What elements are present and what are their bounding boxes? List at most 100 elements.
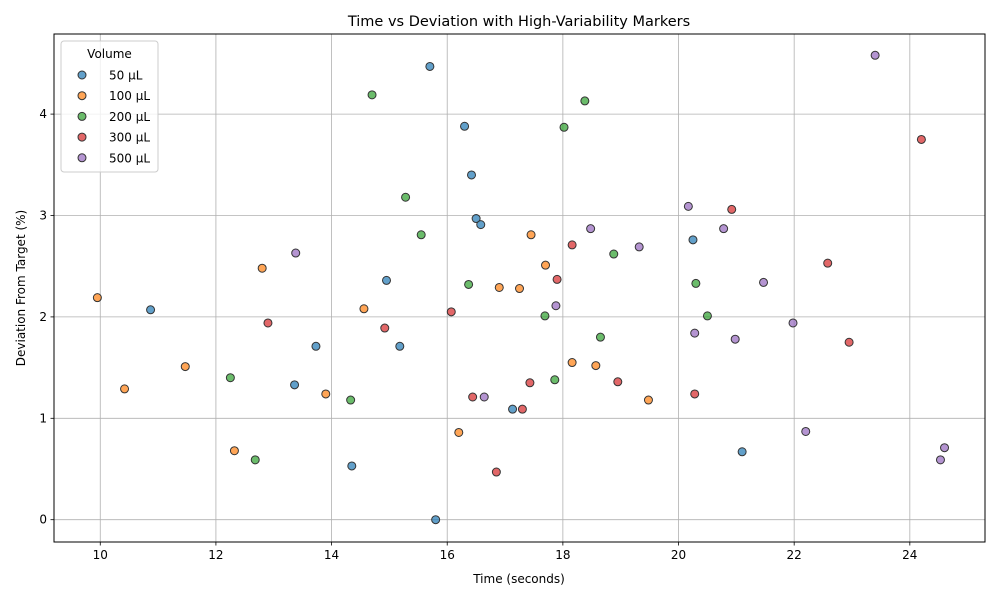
x-tick-label: 16: [440, 548, 455, 562]
x-tick-label: 24: [902, 548, 917, 562]
x-axis-label: Time (seconds): [472, 572, 565, 586]
data-point: [290, 380, 300, 390]
x-tick-label: 10: [93, 548, 108, 562]
data-point: [559, 122, 569, 132]
y-tick-label: 2: [39, 310, 47, 324]
data-point: [92, 293, 102, 303]
x-tick-label: 22: [787, 548, 802, 562]
data-point: [395, 341, 405, 351]
data-point: [120, 384, 130, 394]
legend-title: Volume: [87, 47, 132, 61]
data-point: [526, 230, 536, 240]
data-point: [401, 192, 411, 202]
legend-marker: [77, 153, 87, 163]
data-point: [467, 170, 477, 180]
legend-marker: [77, 70, 87, 80]
y-axis-label: Deviation From Target (%): [14, 210, 28, 366]
data-point: [690, 328, 700, 338]
data-point: [870, 50, 880, 60]
data-point: [552, 274, 562, 284]
data-point: [737, 447, 747, 457]
data-point: [788, 318, 798, 328]
data-point: [359, 304, 369, 314]
data-point: [759, 277, 769, 287]
x-tick-label: 18: [555, 548, 570, 562]
legend-label: 50 µL: [109, 69, 143, 83]
data-point: [225, 373, 235, 383]
data-point: [494, 282, 504, 292]
data-point: [935, 455, 945, 465]
legend-label: 500 µL: [109, 151, 150, 165]
data-point: [567, 358, 577, 368]
data-point: [454, 427, 464, 437]
legend-label: 200 µL: [109, 110, 150, 124]
data-point: [691, 278, 701, 288]
series-2: [92, 230, 653, 456]
series-3: [225, 90, 712, 465]
data-point: [180, 362, 190, 372]
data-point: [690, 389, 700, 399]
data-point: [719, 224, 729, 234]
data-point: [634, 242, 644, 252]
data-point: [823, 258, 833, 268]
data-point: [567, 240, 577, 250]
y-axis-ticks: 0 1 2 3 4: [39, 107, 54, 527]
data-point: [702, 311, 712, 321]
data-point: [347, 461, 357, 471]
grid-lines: [54, 34, 985, 542]
data-point: [916, 134, 926, 144]
data-point: [263, 318, 273, 328]
data-point: [471, 214, 481, 224]
data-point: [476, 220, 486, 230]
data-point: [250, 455, 260, 465]
data-point: [609, 249, 619, 259]
y-tick-label: 4: [39, 107, 47, 121]
data-point: [586, 224, 596, 234]
x-tick-label: 12: [208, 548, 223, 562]
data-point: [380, 323, 390, 333]
data-point: [479, 392, 489, 402]
series-4: [263, 134, 926, 477]
data-point: [844, 337, 854, 347]
data-point: [146, 305, 156, 315]
data-point: [416, 230, 426, 240]
series-1: [146, 61, 747, 525]
y-tick-label: 0: [39, 513, 47, 527]
data-point: [727, 204, 737, 214]
data-point: [382, 275, 391, 285]
data-point: [491, 467, 501, 477]
data-point: [515, 284, 524, 294]
data-point: [446, 307, 456, 317]
data-point: [580, 96, 590, 106]
data-point: [730, 334, 740, 344]
y-tick-label: 3: [39, 209, 47, 223]
data-point: [595, 332, 605, 342]
data-point: [425, 61, 435, 71]
data-points: [92, 50, 950, 525]
x-axis-ticks: 10 12 14 16 18 20 22 24: [93, 542, 917, 562]
chart-title: Time vs Deviation with High-Variability …: [347, 14, 690, 30]
legend-label: 300 µL: [109, 131, 150, 145]
x-tick-label: 20: [671, 548, 686, 562]
data-point: [346, 395, 356, 405]
data-point: [540, 311, 550, 321]
data-point: [591, 361, 601, 371]
data-point: [321, 389, 331, 399]
data-point: [683, 201, 693, 211]
data-point: [517, 404, 527, 414]
data-point: [229, 446, 239, 456]
data-point: [551, 301, 561, 311]
legend-marker: [77, 91, 87, 101]
data-point: [801, 426, 811, 436]
data-point: [367, 90, 377, 100]
y-tick-label: 1: [39, 411, 47, 425]
data-point: [291, 248, 301, 258]
legend-marker: [77, 111, 87, 121]
legend: Volume 50 µL 100 µL 200 µL 300 µL 500 µL: [60, 40, 159, 173]
data-point: [464, 279, 474, 289]
data-point: [311, 341, 321, 351]
data-point: [940, 443, 950, 453]
data-point: [541, 260, 551, 270]
